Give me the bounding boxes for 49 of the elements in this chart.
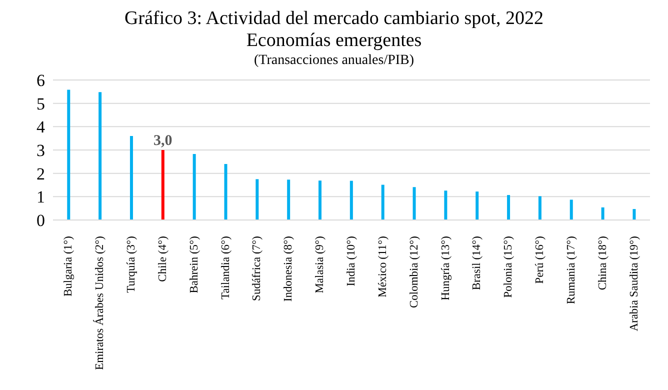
bar <box>98 92 102 220</box>
bar <box>192 154 196 220</box>
x-tick-label: Malasia (9°) <box>314 236 326 294</box>
bar <box>130 136 133 220</box>
x-tick-label: México (11°) <box>376 236 389 298</box>
x-tick-label: Indonesia (8°) <box>282 236 295 302</box>
bar <box>67 90 70 220</box>
x-tick-label: Tailandia (6°) <box>220 236 232 300</box>
bar <box>538 196 542 220</box>
chart-title: Gráfico 3: Actividad del mercado cambiario spot, 2022 <box>124 8 544 30</box>
y-tick-label: 0 <box>36 211 45 230</box>
bar <box>570 200 573 220</box>
x-tick-label: Sudáfrica (7°) <box>251 236 264 301</box>
y-tick-label: 2 <box>36 164 45 184</box>
x-tick-label: Bahrein (5°) <box>188 236 200 294</box>
bar <box>256 179 259 220</box>
bar <box>601 207 604 220</box>
chart-subtitle: Economías emergentes <box>245 30 423 52</box>
bar <box>476 192 479 220</box>
x-tick-label: Bulgaria (1°) <box>62 236 75 296</box>
bar <box>632 209 636 220</box>
y-tick-label: 1 <box>36 188 45 207</box>
bar <box>507 195 510 220</box>
x-tick-label: Chile (4°) <box>156 236 169 282</box>
y-tick-label: 4 <box>36 118 46 137</box>
y-tick-label: 5 <box>36 94 45 114</box>
y-tick-label: 6 <box>36 71 45 90</box>
bar <box>161 150 164 220</box>
text: (Transacciones anuales/PIB) <box>252 52 416 70</box>
bar <box>412 187 416 220</box>
bar <box>381 184 384 220</box>
x-tick-label: Colombia (12°) <box>408 236 420 308</box>
x-tick-label: India (10°) <box>346 236 358 286</box>
y-tick-label: 3 <box>36 141 45 160</box>
bar <box>350 180 353 220</box>
data-label: 3,0 <box>154 133 172 149</box>
x-tick-label: Turquía (3°) <box>126 236 138 293</box>
x-tick-label: Rumania (17°) <box>565 236 578 304</box>
bar <box>287 180 290 220</box>
bar <box>318 180 322 220</box>
x-tick-label: Hungría (13°) <box>440 236 452 300</box>
x-tick-label: Arabia Saudita (19°) <box>628 236 640 332</box>
x-tick-label: Brasil (14°) <box>471 236 484 290</box>
x-tick-label: Emiratos Árabes Unidos (2°) <box>93 236 106 370</box>
x-tick-label: China (18°) <box>596 236 609 290</box>
x-tick-label: Polonia (15°) <box>502 236 515 298</box>
bar <box>224 164 228 220</box>
bar <box>444 190 448 220</box>
x-tick-label: Perú (16°) <box>534 236 546 284</box>
